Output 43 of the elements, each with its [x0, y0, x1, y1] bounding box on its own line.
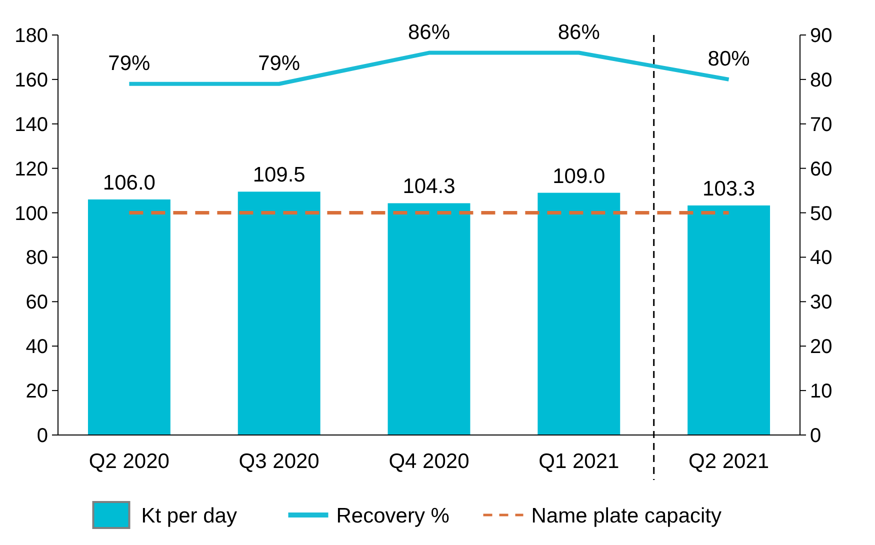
x-tick-label: Q2 2021: [688, 450, 770, 473]
bar: [88, 199, 170, 435]
y-tick-label: 100: [14, 202, 48, 225]
x-tick-label: Q3 2020: [238, 450, 320, 473]
bar: [238, 192, 320, 435]
legend-label: Name plate capacity: [531, 504, 722, 528]
y-tick-label: 20: [26, 380, 48, 403]
y-tick-label: 0: [36, 425, 48, 447]
y-tick-label: 180: [14, 25, 48, 47]
y-tick-label: 80: [26, 247, 48, 270]
data-label: 106.0: [102, 171, 156, 194]
legend-label: Recovery %: [336, 504, 450, 528]
data-label: 79%: [108, 52, 150, 75]
y2-tick-label: 30: [810, 292, 832, 314]
data-label: 109.5: [252, 164, 306, 187]
data-label: 109.0: [552, 164, 606, 188]
x-tick-label: Q2 2020: [88, 450, 170, 473]
y-tick-label: 60: [26, 292, 48, 314]
x-tick-label: Q1 2021: [538, 450, 620, 473]
y-tick-label: 140: [14, 114, 48, 136]
y2-tick-label: 80: [810, 69, 832, 92]
y2-tick-label: 50: [810, 202, 832, 225]
data-label: 86%: [558, 20, 600, 44]
x-tick-label: Q4 2020: [388, 450, 470, 473]
y-tick-label: 40: [26, 336, 48, 358]
y2-tick-label: 10: [810, 380, 832, 403]
data-label: 80%: [708, 47, 750, 70]
data-label: 104.3: [402, 175, 456, 198]
bar: [388, 203, 470, 435]
data-label: 103.3: [702, 177, 756, 200]
data-label: 86%: [408, 20, 450, 44]
legend-label: Kt per day: [141, 504, 238, 528]
y2-tick-label: 20: [810, 336, 832, 358]
data-label: 79%: [258, 52, 300, 75]
y2-tick-label: 60: [810, 158, 832, 180]
y2-tick-label: 70: [810, 114, 832, 136]
y2-tick-label: 90: [810, 25, 832, 47]
bar: [688, 205, 770, 435]
bar: [538, 192, 620, 435]
y-tick-label: 160: [14, 69, 48, 92]
y-tick-label: 120: [14, 158, 48, 180]
y2-tick-label: 40: [810, 247, 832, 270]
y2-tick-label: 0: [810, 425, 822, 447]
